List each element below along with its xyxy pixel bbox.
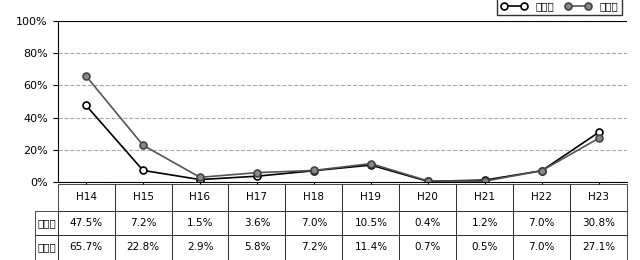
一般局 xyxy=(310,169,318,172)
Legend: 一般局, 自排局: 一般局, 自排局 xyxy=(497,0,622,15)
一般局 xyxy=(367,164,375,167)
一般局 xyxy=(140,169,147,172)
Line: 一般局: 一般局 xyxy=(83,102,602,185)
一般局 xyxy=(481,179,489,182)
一般局 xyxy=(82,104,90,107)
自排局 xyxy=(82,75,90,78)
自排局 xyxy=(253,171,261,174)
一般局 xyxy=(196,178,204,181)
自排局 xyxy=(196,176,204,179)
一般局 xyxy=(595,131,603,134)
自排局 xyxy=(595,137,603,140)
自排局 xyxy=(367,162,375,165)
自排局 xyxy=(310,169,318,172)
自排局 xyxy=(424,179,432,183)
一般局 xyxy=(253,175,261,178)
自排局 xyxy=(538,169,546,172)
Line: 自排局: 自排局 xyxy=(83,73,602,185)
自排局 xyxy=(140,144,147,147)
一般局 xyxy=(538,169,546,172)
一般局 xyxy=(424,180,432,183)
自排局 xyxy=(481,180,489,183)
